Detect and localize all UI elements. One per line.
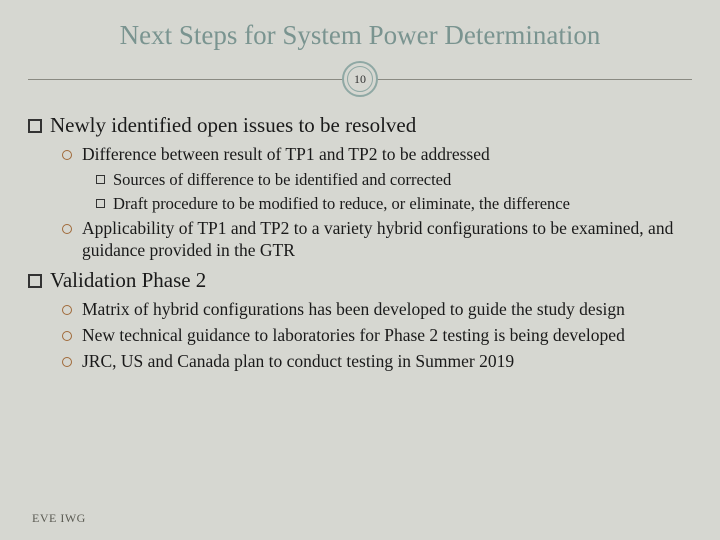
small-square-bullet-icon — [96, 199, 105, 208]
footer-text: EVE IWG — [32, 511, 86, 526]
small-square-bullet-icon — [96, 175, 105, 184]
square-bullet-icon — [28, 119, 42, 133]
circle-bullet-icon — [62, 357, 72, 367]
heading-text: Newly identified open issues to be resol… — [50, 113, 416, 138]
page-number: 10 — [347, 66, 373, 92]
slide: Next Steps for System Power Determinatio… — [0, 0, 720, 540]
list-item: JRC, US and Canada plan to conduct testi… — [62, 351, 692, 373]
sub-item-text: Draft procedure to be modified to reduce… — [113, 194, 570, 215]
slide-title: Next Steps for System Power Determinatio… — [28, 20, 692, 51]
divider: 10 — [28, 61, 692, 101]
page-number-badge: 10 — [342, 61, 378, 97]
heading-text: Validation Phase 2 — [50, 268, 206, 293]
sub-item-text: Sources of difference to be identified a… — [113, 170, 451, 191]
section-heading: Validation Phase 2 — [28, 268, 692, 293]
item-text: New technical guidance to laboratories f… — [82, 325, 625, 347]
item-text: Matrix of hybrid configurations has been… — [82, 299, 625, 321]
item-text: Difference between result of TP1 and TP2… — [82, 144, 490, 166]
sub-list-item: Sources of difference to be identified a… — [96, 170, 692, 191]
sub-list-item: Draft procedure to be modified to reduce… — [96, 194, 692, 215]
square-bullet-icon — [28, 274, 42, 288]
list-item: Difference between result of TP1 and TP2… — [62, 144, 692, 166]
circle-bullet-icon — [62, 150, 72, 160]
item-text: Applicability of TP1 and TP2 to a variet… — [82, 218, 692, 262]
circle-bullet-icon — [62, 305, 72, 315]
circle-bullet-icon — [62, 331, 72, 341]
section-heading: Newly identified open issues to be resol… — [28, 113, 692, 138]
list-item: Matrix of hybrid configurations has been… — [62, 299, 692, 321]
list-item: Applicability of TP1 and TP2 to a variet… — [62, 218, 692, 262]
circle-bullet-icon — [62, 224, 72, 234]
list-item: New technical guidance to laboratories f… — [62, 325, 692, 347]
content-body: Newly identified open issues to be resol… — [28, 113, 692, 373]
item-text: JRC, US and Canada plan to conduct testi… — [82, 351, 514, 373]
